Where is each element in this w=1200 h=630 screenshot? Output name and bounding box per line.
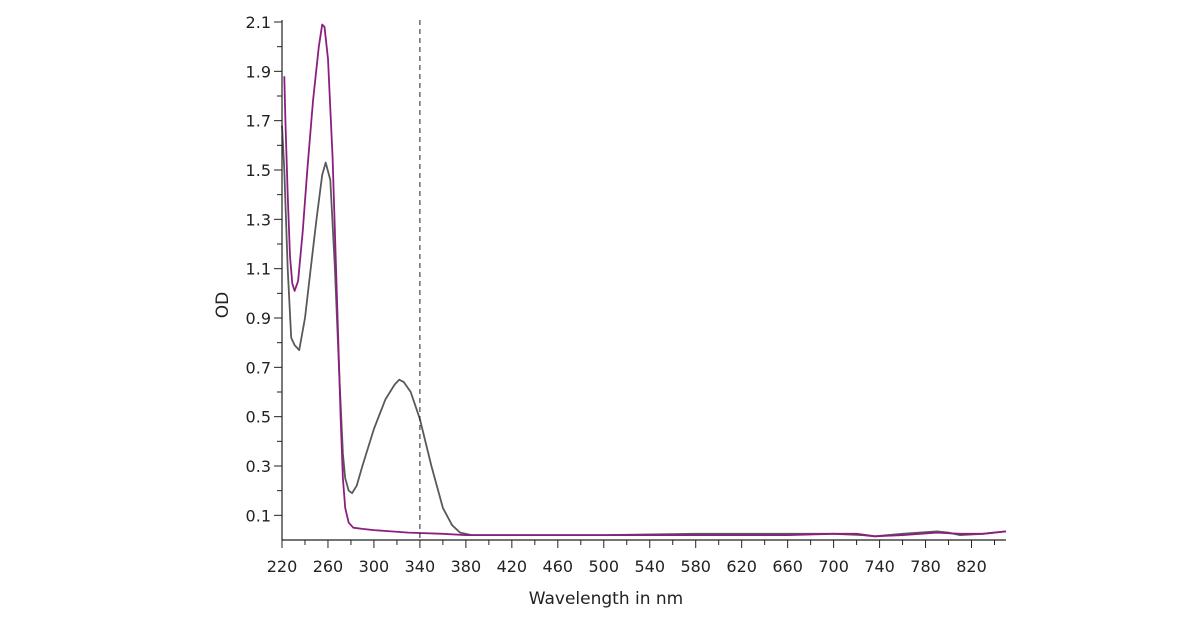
series-line-2 [283,23,1007,538]
y-tick-label: 0.1 [246,506,271,525]
x-tick-label: 460 [543,557,574,576]
y-axis-title: OD [213,292,233,318]
x-tick-label: 740 [864,557,895,576]
x-ticks: 220 260 300 340 380 420 460 500 540 580 620 660 700 7… [267,540,996,576]
x-tick-label: 380 [451,557,482,576]
y-tick-label: 1.9 [246,62,271,81]
x-tick-label: 780 [910,557,941,576]
y-tick-label: 1.3 [246,210,271,229]
x-axis-title: Wavelength in nm [529,589,684,609]
x-tick-label: 420 [497,557,528,576]
y-tick-label: 1.5 [246,161,271,180]
x-tick-label: 620 [726,557,757,576]
x-tick-label: 660 [772,557,803,576]
x-tick-label: 580 [680,557,711,576]
y-tick-label: 1.7 [246,112,271,131]
y-tick-label: 0.9 [246,309,271,328]
y-tick-label: 1.1 [246,260,271,279]
x-tick-label: 340 [405,557,436,576]
y-ticks: 0.1 0.3 0.5 0.7 0.9 1.1 1.3 1.5 1.7 1.9 2.1 [246,13,282,525]
x-tick-label: 260 [313,557,344,576]
y-tick-label: 2.1 [246,13,271,32]
y-tick-label: 0.3 [246,457,271,476]
x-tick-label: 540 [634,557,665,576]
y-tick-label: 0.5 [246,408,271,427]
x-tick-label: 220 [267,557,298,576]
y-tick-label: 0.7 [246,358,271,377]
x-tick-label: 700 [818,557,849,576]
x-tick-label: 820 [956,557,987,576]
x-tick-label: 300 [359,557,390,576]
series-line-1 [281,125,1007,538]
plot-lines [281,23,1007,538]
x-tick-label: 500 [589,557,620,576]
